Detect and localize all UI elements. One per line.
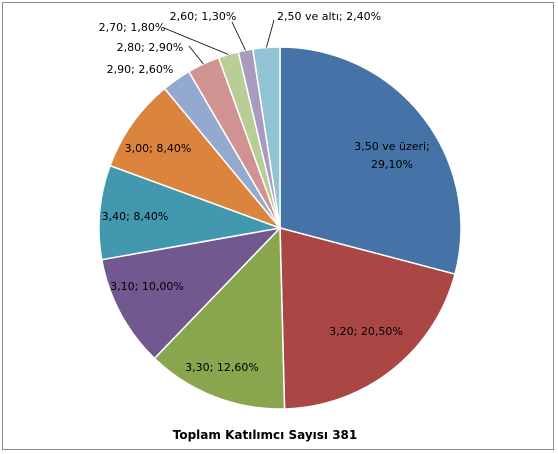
data-label-3-00: 3,00; 8,40%	[125, 142, 192, 155]
pie-slice-2-50-ve-altı	[251, 46, 281, 229]
pie-slice-3-20	[279, 227, 456, 410]
data-label-3-20: 3,20; 20,50%	[329, 325, 403, 338]
data-label-3-50-ve-uzeri-line1: 3,50 ve üzeri;	[354, 140, 430, 153]
data-label-2-90: 2,90; 2,60%	[107, 63, 174, 76]
data-label-2-50-ve-alti: 2,50 ve altı; 2,40%	[277, 10, 381, 23]
pie-slice-3-40	[98, 164, 283, 261]
leader-lines	[163, 19, 275, 65]
data-labels: 3,50 ve üzeri; 29,10% 3,20; 20,50% 3,30;…	[99, 10, 430, 374]
leader-line	[163, 27, 229, 55]
data-label-3-30: 3,30; 12,60%	[185, 361, 259, 374]
pie-slice-3-10	[100, 226, 283, 360]
pie-slice-3-30	[153, 226, 286, 410]
pie-slice-3-50-ve-üzeri	[279, 46, 462, 276]
leader-line	[231, 21, 246, 51]
leader-line	[266, 19, 275, 48]
data-label-2-80: 2,80; 2,90%	[117, 41, 184, 54]
leader-line	[188, 45, 204, 65]
pie-slices	[98, 46, 462, 410]
data-label-2-70: 2,70; 1,80%	[99, 21, 166, 34]
data-label-2-60: 2,60; 1,30%	[170, 10, 237, 23]
data-label-3-40: 3,40; 8,40%	[102, 210, 169, 223]
chart-title: Toplam Katılımcı Sayısı 381	[173, 428, 358, 442]
data-label-3-50-ve-uzeri-line2: 29,10%	[371, 158, 413, 171]
data-label-3-10: 3,10; 10,00%	[110, 280, 184, 293]
pie-slice-3-00	[109, 87, 283, 230]
